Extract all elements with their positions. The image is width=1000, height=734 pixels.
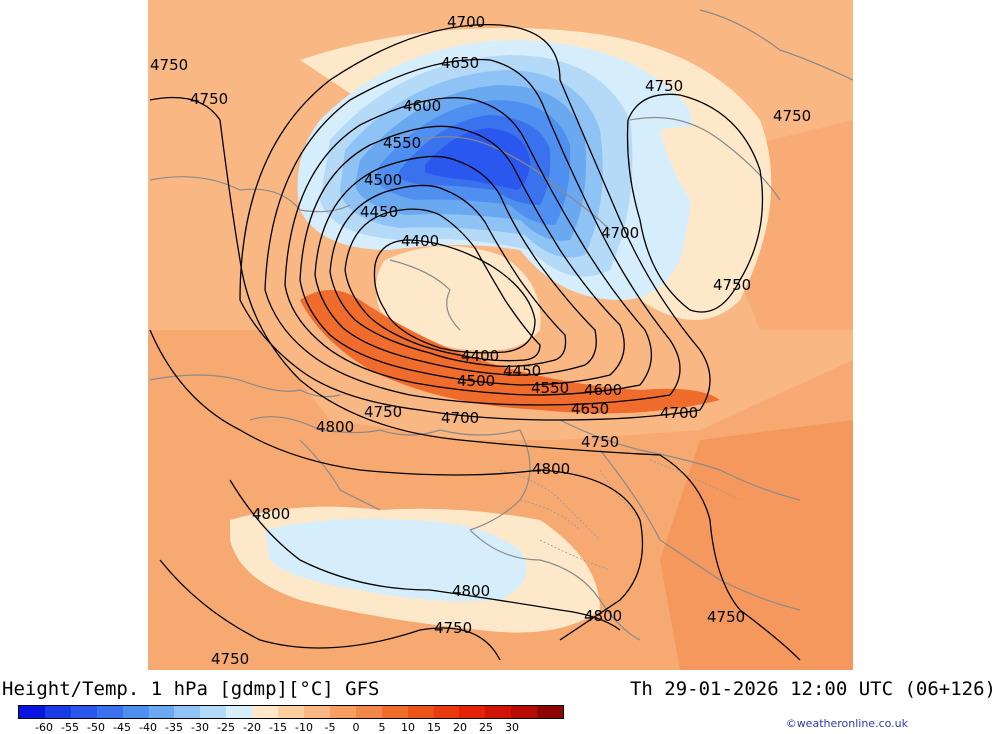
weather-map: 4700 4650 4750 4750 4750 4750 4600 4550 … — [148, 0, 853, 670]
contour-label: 4700 — [601, 224, 639, 242]
height-contours — [149, 23, 801, 661]
contour-label: 4750 — [211, 650, 249, 668]
color-scale-swatch — [329, 706, 356, 718]
contour-label: 4800 — [532, 460, 570, 478]
contour-label: 4600 — [584, 381, 622, 399]
color-scale-swatch — [252, 706, 279, 718]
coastlines — [149, 9, 853, 641]
contour-labels: 4700 4650 4750 4750 4750 4750 4600 4550 … — [150, 13, 811, 668]
color-scale-label: -5 — [324, 721, 336, 734]
color-scale-label: 30 — [505, 721, 519, 734]
contour-label: 4750 — [773, 107, 811, 125]
color-scale-swatch — [122, 706, 149, 718]
color-scale-label: 15 — [427, 721, 441, 734]
color-scale-label: 0 — [352, 721, 360, 734]
contour-label: 4400 — [461, 347, 499, 365]
color-scale-swatch — [174, 706, 201, 718]
map-canvas: 4700 4650 4750 4750 4750 4750 4600 4550 … — [148, 0, 853, 670]
color-scale-bar — [18, 705, 564, 719]
color-scale-swatch — [381, 706, 408, 718]
contour-label: 4500 — [364, 171, 402, 189]
temperature-field-cool-south — [265, 518, 527, 602]
color-scale-swatch — [278, 706, 304, 718]
color-scale-swatch — [19, 706, 45, 718]
contour-label: 4750 — [150, 56, 188, 74]
color-scale-labels: -60 -55 -50 -45 -40 -35 -30 -25 -20 -15 -10 -5 0 5 10 1… — [18, 721, 564, 734]
contour-label: 4800 — [452, 582, 490, 600]
contour-label: 4700 — [660, 404, 698, 422]
contour-label: 4750 — [190, 90, 228, 108]
contour-label: 4450 — [503, 362, 541, 380]
contour-label: 4450 — [360, 203, 398, 221]
color-scale-label: -20 — [243, 721, 261, 734]
contour-label: 4650 — [571, 400, 609, 418]
contour-label: 4500 — [457, 372, 495, 390]
credit-text: ©weatheronline.co.uk — [785, 717, 908, 730]
color-scale-swatch — [537, 706, 564, 718]
contour-label: 4800 — [252, 505, 290, 523]
color-scale-label: 20 — [453, 721, 467, 734]
color-scale-label: -50 — [87, 721, 105, 734]
color-scale-swatch — [511, 706, 538, 718]
color-scale-label: -30 — [191, 721, 209, 734]
color-scale-swatch — [226, 706, 253, 718]
color-scale-swatch — [485, 706, 512, 718]
contour-label: 4750 — [645, 77, 683, 95]
contour-label: 4700 — [447, 13, 485, 31]
color-scale-swatch — [148, 706, 175, 718]
color-scale-swatch — [200, 706, 227, 718]
color-scale-label: 25 — [479, 721, 493, 734]
color-scale-swatch — [433, 706, 460, 718]
color-scale-label: -35 — [165, 721, 183, 734]
temperature-field-warm-pocket — [376, 246, 541, 351]
color-scale-label: -10 — [295, 721, 313, 734]
color-scale-swatch — [459, 706, 486, 718]
contour-label: 4400 — [401, 232, 439, 250]
color-scale-swatch — [303, 706, 330, 718]
contour-label: 4750 — [364, 403, 402, 421]
chart-title: Height/Temp. 1 hPa [gdmp][°C] GFS — [2, 678, 380, 700]
color-scale-label: 5 — [378, 721, 386, 734]
contour-label: 4600 — [403, 97, 441, 115]
temperature-field-cold-core — [425, 128, 530, 190]
contour-label: 4750 — [434, 619, 472, 637]
country-borders — [499, 459, 741, 571]
contour-label: 4550 — [531, 379, 569, 397]
contour-label: 4650 — [441, 54, 479, 72]
contour-label: 4750 — [713, 276, 751, 294]
contour-label: 4750 — [707, 608, 745, 626]
contour-label: 4800 — [584, 607, 622, 625]
temperature-field-deep-orange — [660, 420, 853, 670]
contour-label: 4800 — [316, 418, 354, 436]
color-scale-label: -15 — [269, 721, 287, 734]
color-scale-label: -45 — [113, 721, 131, 734]
temperature-field-hot-band — [300, 290, 720, 414]
color-scale-swatch — [96, 706, 123, 718]
color-scale-label: -55 — [61, 721, 79, 734]
color-scale-label: 10 — [401, 721, 415, 734]
color-scale-swatch — [70, 706, 97, 718]
temperature-field-pale-ne — [660, 126, 750, 223]
color-scale-label: -25 — [217, 721, 235, 734]
color-scale-label: -40 — [139, 721, 157, 734]
contour-label: 4550 — [383, 134, 421, 152]
valid-time: Th 29-01-2026 12:00 UTC (06+126) — [629, 678, 996, 700]
color-scale-swatch — [355, 706, 382, 718]
color-scale-swatch — [407, 706, 434, 718]
contour-label: 4750 — [581, 433, 619, 451]
color-scale-swatch — [44, 706, 71, 718]
color-scale-label: -60 — [35, 721, 53, 734]
contour-label: 4700 — [441, 409, 479, 427]
